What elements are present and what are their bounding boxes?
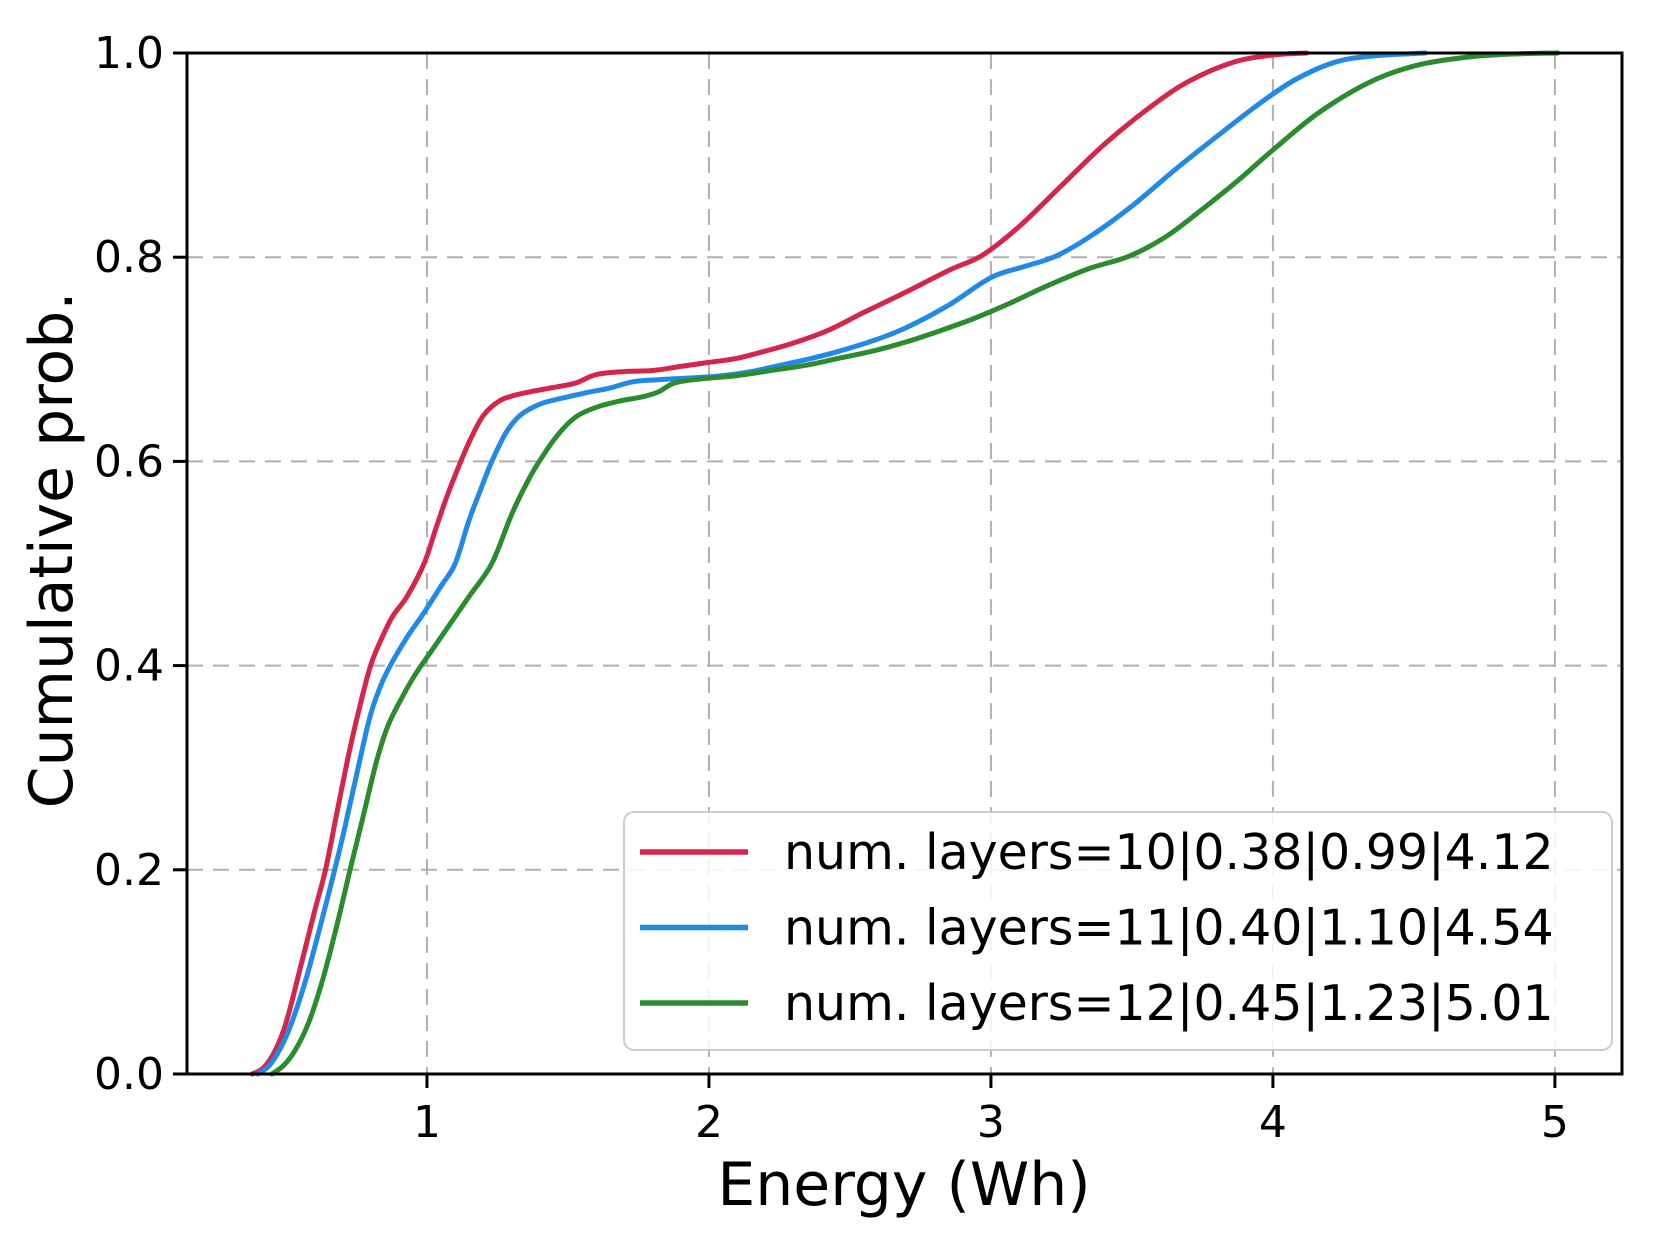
- x-tick-label: 1: [413, 1097, 441, 1148]
- legend: num. layers=10|0.38|0.99|4.12 num. layers…: [623, 811, 1613, 1051]
- y-tick-label: 0.6: [94, 436, 164, 487]
- tick-labels: 1 2 3 4 5 0.0 0.2 0.4 0.6 0.8 1.0: [94, 28, 1569, 1148]
- x-tick-label: 5: [1541, 1097, 1569, 1148]
- series-line-11: [255, 50, 1428, 1077]
- x-tick-label: 4: [1259, 1097, 1287, 1148]
- series-line-10: [249, 50, 1310, 1077]
- y-tick-label: 0.2: [94, 845, 164, 896]
- y-tick-label: 1.0: [94, 28, 164, 79]
- legend-label-11: num. layers=11|0.40|1.10|4.54: [784, 900, 1554, 957]
- x-axis-title: Energy (Wh): [717, 1150, 1090, 1220]
- legend-label-12: num. layers=12|0.45|1.23|5.01: [784, 975, 1554, 1032]
- series-line-12: [269, 50, 1561, 1077]
- axis-ticks: [173, 51, 1557, 1088]
- legend-box: [623, 811, 1613, 1051]
- y-tick-label: 0.4: [94, 641, 164, 692]
- series-curves: [249, 50, 1561, 1077]
- y-tick-label: 0.0: [94, 1049, 164, 1100]
- x-tick-label: 2: [695, 1097, 723, 1148]
- legend-label-10: num. layers=10|0.38|0.99|4.12: [784, 824, 1554, 881]
- y-axis-title: Cumulative prob.: [17, 292, 87, 809]
- plot-frame: [185, 51, 1624, 1076]
- x-tick-label: 3: [977, 1097, 1005, 1148]
- y-tick-label: 0.8: [94, 232, 164, 283]
